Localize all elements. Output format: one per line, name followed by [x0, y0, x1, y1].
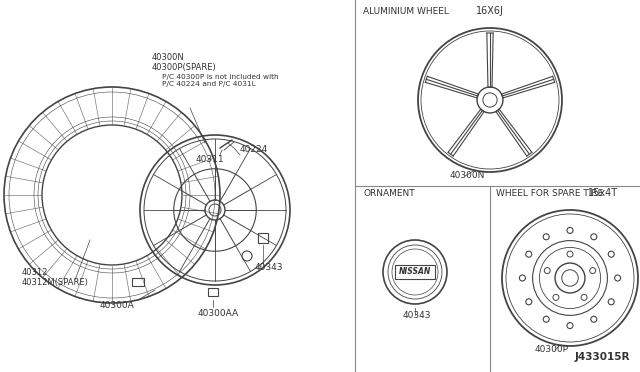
Bar [132, 278, 144, 286]
Text: NISSAN: NISSAN [399, 267, 431, 276]
Text: WHEEL FOR SPARE TIRE: WHEEL FOR SPARE TIRE [496, 189, 604, 198]
Text: 40312
40312M(SPARE): 40312 40312M(SPARE) [22, 267, 89, 287]
Text: 40311: 40311 [196, 155, 225, 164]
Text: 40300A: 40300A [100, 301, 135, 310]
Text: 40300AA: 40300AA [198, 309, 239, 318]
Text: 40300N
40300P(SPARE): 40300N 40300P(SPARE) [152, 52, 217, 72]
Text: 40300P: 40300P [535, 345, 569, 354]
Text: J433015R: J433015R [575, 352, 630, 362]
Bar [396, 265, 435, 279]
Text: 16X6J: 16X6J [476, 6, 504, 16]
Text: P/C 40300P is not included with
P/C 40224 and P/C 4031L: P/C 40300P is not included with P/C 4022… [162, 74, 278, 87]
Text: 40300N: 40300N [450, 171, 485, 180]
Bar [208, 288, 218, 296]
Bar [258, 233, 268, 243]
Text: 40343: 40343 [403, 311, 431, 320]
Text: ORNAMENT: ORNAMENT [363, 189, 415, 198]
Text: ALUMINIUM WHEEL: ALUMINIUM WHEEL [363, 7, 449, 16]
Text: 40343: 40343 [255, 263, 284, 272]
Text: 40224: 40224 [240, 145, 268, 154]
Text: 15x4T: 15x4T [588, 188, 618, 198]
